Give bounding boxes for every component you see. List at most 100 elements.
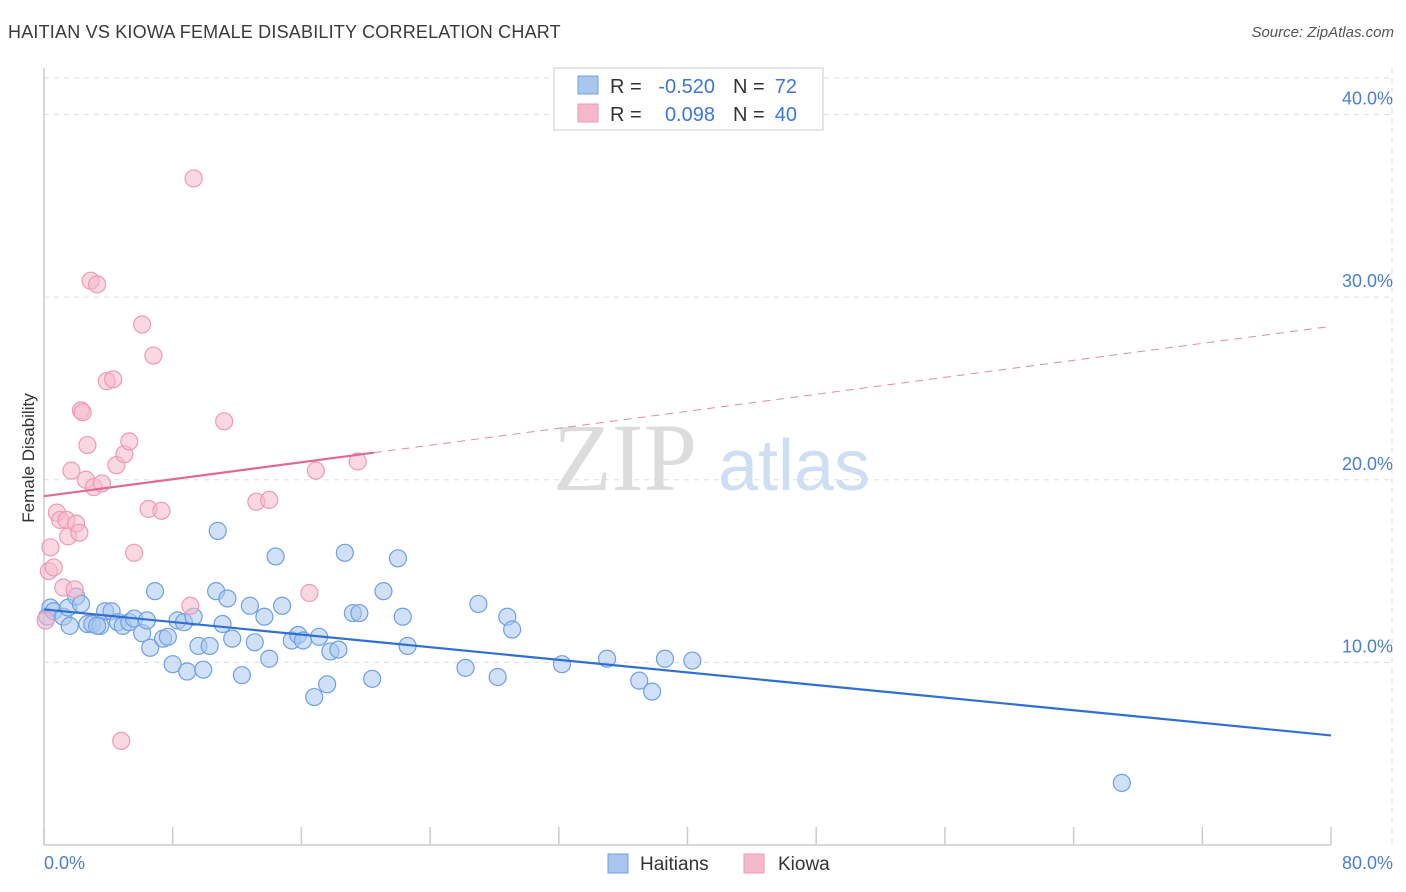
haitians-point bbox=[329, 640, 348, 659]
bottom-legend-swatch-haitians bbox=[607, 853, 629, 874]
haitians-point bbox=[213, 614, 232, 634]
legend-r-value-haitians: -0.520 bbox=[658, 76, 715, 98]
watermark: ZIP atlas bbox=[553, 404, 870, 511]
haitians-point bbox=[200, 636, 219, 656]
kiowa-point bbox=[36, 611, 55, 630]
haitians-point bbox=[194, 660, 213, 679]
haitians-point bbox=[643, 682, 662, 701]
legend-n-label-kiowa: N = bbox=[733, 104, 765, 126]
haitians-point bbox=[363, 669, 382, 688]
kiowa-point bbox=[62, 461, 81, 480]
haitians-point bbox=[350, 603, 369, 623]
kiowa-point bbox=[70, 523, 89, 542]
haitians-point bbox=[388, 549, 408, 568]
kiowa-point bbox=[124, 543, 144, 562]
haitians-point bbox=[232, 666, 251, 685]
watermark-zip: ZIP bbox=[553, 404, 697, 511]
kiowa-point bbox=[144, 346, 163, 365]
kiowa-point bbox=[184, 169, 203, 188]
haitians-point bbox=[163, 655, 182, 674]
haitians-point bbox=[393, 607, 412, 626]
haitians-point bbox=[260, 649, 279, 668]
bottom-legend: Haitians Kiowa bbox=[607, 853, 830, 875]
legend: R = -0.520 N = 72 R = 0.098 N = 40 bbox=[553, 67, 824, 131]
kiowa-point bbox=[133, 315, 152, 334]
y-tick-label: 20.0% bbox=[1342, 454, 1393, 474]
kiowa-point bbox=[41, 538, 60, 557]
haitians-point bbox=[60, 616, 79, 635]
haitians-point bbox=[158, 627, 177, 646]
haitians-point bbox=[272, 596, 292, 615]
haitians-point bbox=[218, 589, 237, 608]
y-tick-label: 40.0% bbox=[1342, 89, 1393, 109]
kiowa-point bbox=[300, 583, 319, 603]
source-credit: Source: ZipAtlas.com bbox=[1251, 24, 1394, 41]
haitians-point bbox=[145, 582, 165, 601]
haitians-point bbox=[503, 620, 522, 639]
chart-title: HAITIAN VS KIOWA FEMALE DISABILITY CORRE… bbox=[8, 22, 561, 42]
haitians-point bbox=[630, 671, 649, 690]
haitians-point bbox=[266, 547, 285, 566]
legend-n-value-haitians: 72 bbox=[775, 76, 797, 98]
watermark-atlas: atlas bbox=[718, 426, 870, 506]
tick-labels: 10.0% 20.0% 30.0% 40.0% 0.0% 80.0% bbox=[44, 89, 1393, 873]
haitians-point bbox=[178, 662, 197, 681]
haitians-point bbox=[374, 582, 393, 601]
kiowa-point bbox=[73, 403, 92, 422]
legend-r-label-kiowa: R = bbox=[610, 104, 642, 126]
haitians-point bbox=[456, 658, 475, 677]
kiowa-point bbox=[260, 490, 279, 509]
haitians-point bbox=[223, 629, 242, 648]
kiowa-point bbox=[181, 596, 200, 615]
haitians-point bbox=[655, 649, 675, 668]
kiowa-point bbox=[306, 461, 325, 480]
kiowa-point bbox=[87, 275, 107, 294]
haitians-point bbox=[469, 594, 488, 614]
x-tick-label: 80.0% bbox=[1342, 853, 1393, 873]
kiowa-trend-line bbox=[43, 451, 374, 498]
haitians-trend-line bbox=[43, 608, 1332, 737]
kiowa-point bbox=[65, 580, 84, 599]
haitians-point bbox=[335, 543, 354, 562]
haitians-point bbox=[683, 651, 702, 670]
legend-n-value-kiowa: 40 bbox=[775, 104, 797, 126]
haitians-point bbox=[597, 649, 617, 668]
legend-r-value-kiowa: 0.098 bbox=[665, 104, 715, 126]
haitians-point bbox=[255, 607, 274, 626]
haitians-point bbox=[240, 596, 260, 615]
kiowa-point bbox=[112, 731, 131, 751]
haitians-point bbox=[305, 687, 324, 707]
bottom-legend-label-kiowa: Kiowa bbox=[778, 854, 830, 875]
legend-n-label-haitians: N = bbox=[733, 76, 765, 98]
data-points bbox=[36, 169, 1131, 793]
bottom-legend-swatch-kiowa bbox=[743, 853, 765, 874]
kiowa-point bbox=[152, 501, 171, 520]
legend-swatch-haitians bbox=[577, 75, 599, 95]
kiowa-point bbox=[348, 452, 367, 471]
kiowa-point bbox=[120, 432, 139, 451]
y-axis-title: Female Disability bbox=[19, 393, 38, 523]
kiowa-point bbox=[104, 370, 123, 389]
kiowa-point bbox=[215, 412, 234, 431]
bottom-legend-label-haitians: Haitians bbox=[640, 854, 709, 875]
haitians-point bbox=[141, 638, 160, 657]
kiowa-point bbox=[78, 435, 97, 455]
haitians-point bbox=[87, 616, 107, 635]
y-tick-label: 30.0% bbox=[1342, 271, 1393, 291]
legend-r-label-haitians: R = bbox=[610, 76, 642, 98]
trend-lines bbox=[43, 325, 1332, 737]
x-tick-label: 0.0% bbox=[44, 853, 85, 873]
haitians-point bbox=[1112, 773, 1131, 793]
haitians-point bbox=[318, 675, 337, 694]
legend-box bbox=[553, 67, 824, 131]
kiowa-trend-line-extension bbox=[373, 325, 1332, 454]
axes bbox=[43, 68, 1332, 846]
haitians-point bbox=[488, 667, 507, 687]
legend-swatch-kiowa bbox=[577, 103, 599, 123]
kiowa-point bbox=[44, 558, 63, 577]
haitians-point bbox=[552, 655, 572, 674]
y-tick-label: 10.0% bbox=[1342, 636, 1393, 656]
haitians-point bbox=[245, 633, 264, 652]
haitians-point bbox=[208, 521, 227, 540]
